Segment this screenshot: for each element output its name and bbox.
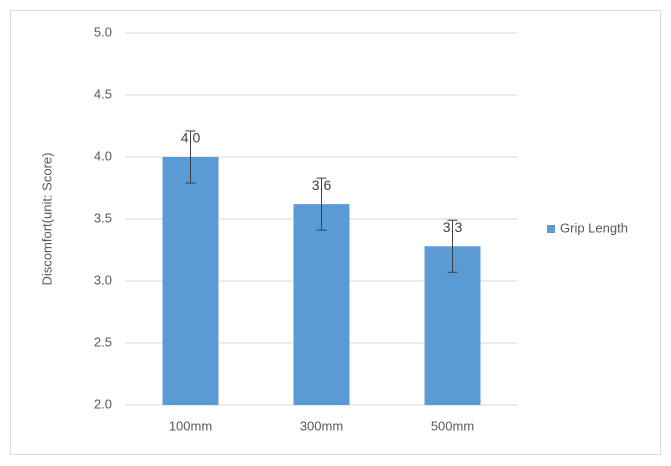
y-tick-label: 5.0: [94, 24, 112, 39]
legend-swatch: [547, 225, 555, 233]
x-tick-label: 100mm: [169, 418, 212, 433]
error-bar: [185, 130, 196, 184]
y-tick-label: 4.5: [94, 86, 112, 101]
error-bar: [316, 177, 327, 231]
x-tick-label: 300mm: [300, 418, 343, 433]
error-bar: [447, 219, 458, 273]
y-tick-label: 2.0: [94, 396, 112, 411]
bar: [162, 157, 219, 405]
bar: [293, 204, 350, 405]
y-tick-label: 3.0: [94, 272, 112, 287]
y-tick-label: 4.0: [94, 148, 112, 163]
y-tick-label: 2.5: [94, 334, 112, 349]
y-axis-label: Discomfort(unit: Score): [39, 153, 54, 286]
legend-label: Grip Length: [560, 220, 628, 235]
y-tick-label: 3.5: [94, 210, 112, 225]
x-tick-label: 500mm: [431, 418, 474, 433]
